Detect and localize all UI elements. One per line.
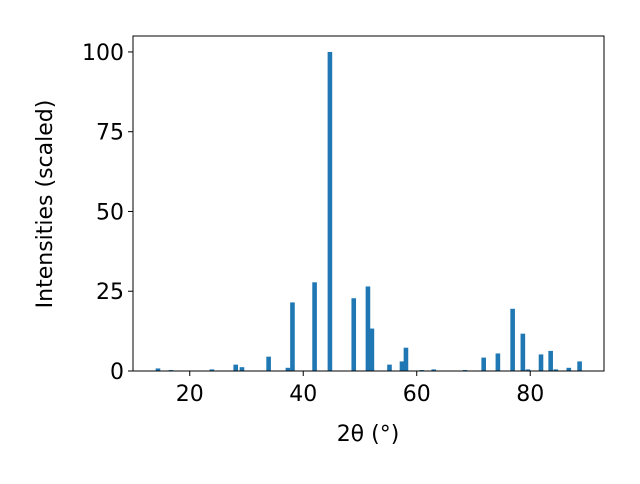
bar [365, 286, 371, 371]
x-tick-label: 60 [403, 382, 431, 407]
bar [577, 361, 582, 371]
x-tick-label: 20 [176, 382, 204, 407]
plot-frame [132, 35, 605, 372]
bar [510, 308, 515, 371]
x-tick-label: 80 [516, 382, 544, 407]
bar [403, 347, 409, 371]
bar [481, 357, 486, 371]
bar [538, 354, 544, 371]
bar [520, 333, 526, 371]
bar [285, 367, 291, 371]
bar [239, 367, 245, 371]
y-tick-label: 75 [96, 121, 124, 146]
bar [431, 369, 437, 371]
y-tick-label: 50 [96, 200, 124, 225]
bar [351, 298, 357, 371]
y-tick-label: 0 [110, 360, 124, 385]
x-tick-label: 40 [289, 382, 317, 407]
bar [209, 369, 215, 371]
bar [566, 367, 572, 371]
bar [387, 364, 392, 371]
bar [290, 302, 295, 371]
bar [548, 350, 553, 371]
y-tick-label: 25 [96, 280, 124, 305]
bar [369, 328, 375, 371]
bar [327, 51, 333, 371]
y-tick-label: 100 [82, 41, 124, 66]
bar [266, 356, 271, 371]
bar [525, 369, 531, 371]
bar [155, 368, 161, 371]
bar [495, 353, 501, 371]
bar [399, 361, 405, 371]
y-axis-label: Intensities (scaled) [33, 100, 58, 309]
bar [233, 364, 239, 371]
x-axis-label: 2θ (°) [337, 422, 400, 447]
bar [553, 369, 559, 371]
bar [312, 282, 317, 371]
